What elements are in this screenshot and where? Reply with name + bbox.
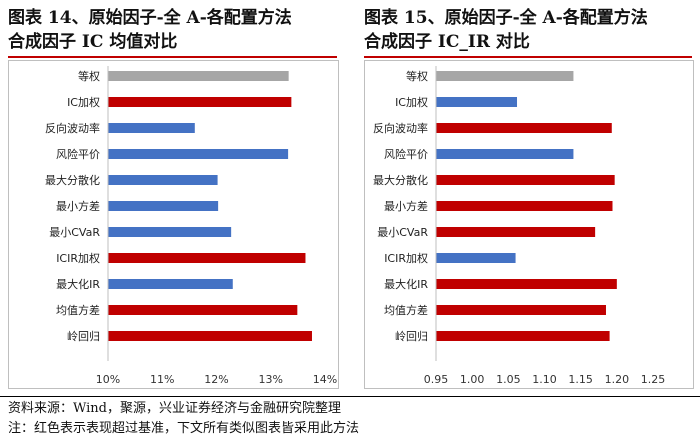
chart-title-right-line1: 图表 15、原始因子-全 A-各配置方法 [364,8,648,28]
title-rule-right [364,56,692,58]
footer-divider [0,396,700,397]
x-tick-label-left-1: 11% [150,373,174,386]
category-label-left-5: 最小方差 [56,199,100,213]
bar-left-4 [108,175,218,185]
category-label-left-2: 反向波动率 [45,121,100,135]
x-tick-label-left-3: 13% [259,373,283,386]
x-tick-label-right-5: 1.20 [605,373,630,386]
category-label-right-7: ICIR加权 [384,252,428,265]
x-tick-label-right-0: 0.95 [424,373,449,386]
chart-title-right-line2: 合成因子 IC_IR 对比 [364,32,530,52]
x-tick-label-right-3: 1.10 [532,373,557,386]
category-label-right-6: 最小CVaR [377,226,428,239]
category-label-right-1: IC加权 [395,96,428,109]
bar-right-8 [436,279,617,289]
x-tick-label-left-0: 10% [96,373,120,386]
chart-title-left: 图表 14、原始因子-全 A-各配置方法 合成因子 IC 均值对比 [8,6,338,54]
category-label-right-2: 反向波动率 [373,121,428,135]
bar-left-5 [108,201,219,211]
category-label-right-10: 岭回归 [395,329,428,343]
category-label-right-0: 等权 [406,69,428,83]
ic-ir-chart: 等权 IC加权反向波动率风险平价最大分散化最小方差最小CVaR ICIR加权 最大化I… [364,60,694,389]
bar-right-3 [436,149,574,159]
remark-note: 注：红色表示表现超过基准，下文所有类似图表皆采用此方法 [8,421,360,436]
bar-right-1 [436,97,518,107]
category-label-left-7: ICIR加权 [56,252,100,265]
source-note: 资料来源：Wind，聚源，兴业证券经济与金融研究院整理 [8,401,341,416]
chart-title-left-line1: 图表 14、原始因子-全 A-各配置方法 [8,8,292,28]
bar-right-9 [436,305,606,315]
category-label-left-3: 风险平价 [56,147,100,161]
x-tick-label-right-4: 1.15 [568,373,593,386]
category-label-right-3: 风险平价 [384,147,428,161]
x-tick-label-left-2: 12% [204,373,228,386]
bar-right-2 [436,123,612,133]
title-rule-left [8,56,337,58]
bar-right-6 [436,227,596,237]
bar-right-10 [436,331,610,341]
category-label-left-8: 最大化IR [56,277,100,291]
category-label-left-6: 最小CVaR [49,226,100,239]
bar-left-0 [108,71,289,81]
bar-left-2 [108,123,195,133]
category-label-right-8: 最大化IR [384,277,428,291]
bar-left-6 [108,227,232,237]
bar-left-8 [108,279,233,289]
bar-left-3 [108,149,289,159]
x-tick-label-left-4: 14% [313,373,337,386]
bar-left-1 [108,97,292,107]
bar-left-10 [108,331,312,341]
category-label-left-10: 岭回归 [67,329,100,343]
ic-mean-chart: 等权 IC加权反向波动率风险平价最大分散化最小方差最小CVaR ICIR加权 最大化I… [8,60,339,389]
chart-title-left-line2: 合成因子 IC 均值对比 [8,32,178,52]
category-label-right-5: 最小方差 [384,199,428,213]
category-label-left-0: 等权 [78,69,100,83]
category-label-left-4: 最大分散化 [45,173,100,187]
category-label-right-4: 最大分散化 [373,173,428,187]
x-tick-label-right-6: 1.25 [641,373,666,386]
x-tick-label-right-2: 1.05 [496,373,521,386]
bar-left-9 [108,305,298,315]
bar-right-0 [436,71,574,81]
category-label-right-9: 均值方差 [384,303,428,317]
category-label-left-1: IC加权 [67,96,100,109]
bar-right-4 [436,175,615,185]
bar-right-7 [436,253,516,263]
category-label-left-9: 均值方差 [56,303,100,317]
bar-right-5 [436,201,613,211]
bar-left-7 [108,253,306,263]
x-tick-label-right-1: 1.00 [460,373,485,386]
chart-title-right: 图表 15、原始因子-全 A-各配置方法 合成因子 IC_IR 对比 [364,6,694,54]
